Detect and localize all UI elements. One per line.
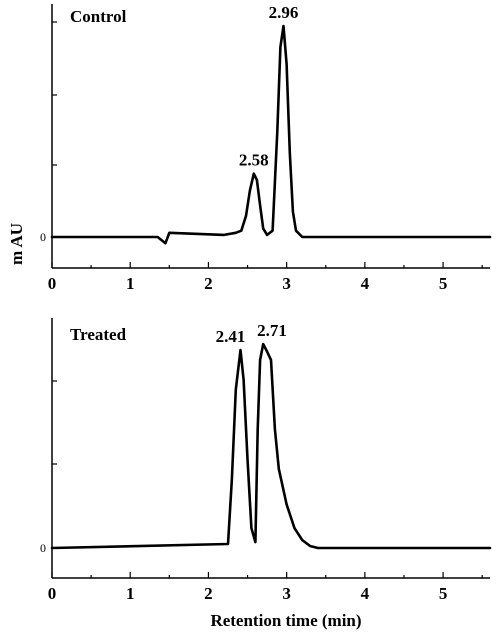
chromatogram-trace — [50, 342, 492, 550]
chromatogram-trace — [50, 24, 492, 245]
chart-panel-control: 0 0 1 2 3 4 5 2.58 2.96 Control — [40, 3, 492, 293]
y-axis-label: m AU — [7, 223, 26, 265]
x-tick-label: 4 — [361, 584, 370, 603]
y-tick-label: 0 — [40, 541, 46, 555]
x-tick-label: 5 — [439, 584, 448, 603]
panel-title: Treated — [70, 325, 127, 344]
peak-label: 2.96 — [269, 3, 299, 22]
x-tick-label: 3 — [282, 584, 291, 603]
x-tick-label: 1 — [126, 274, 135, 293]
peak-label: 2.71 — [257, 321, 287, 340]
panel-title: Control — [70, 7, 127, 26]
peak-label: 2.41 — [216, 327, 246, 346]
peak-label: 2.58 — [239, 151, 269, 170]
x-axis-label: Retention time (min) — [210, 611, 361, 630]
x-tick-label: 2 — [204, 274, 213, 293]
x-tick-label: 0 — [48, 274, 57, 293]
chart-panel-treated: 0 0 1 2 3 4 5 2.41 2.71 Treated — [40, 318, 492, 603]
x-tick-label: 0 — [48, 584, 57, 603]
x-tick-label: 1 — [126, 584, 135, 603]
x-tick-label: 5 — [439, 274, 448, 293]
x-tick-label: 2 — [204, 584, 213, 603]
x-tick-label: 4 — [361, 274, 370, 293]
x-tick-label: 3 — [282, 274, 291, 293]
y-tick-label: 0 — [40, 230, 46, 244]
